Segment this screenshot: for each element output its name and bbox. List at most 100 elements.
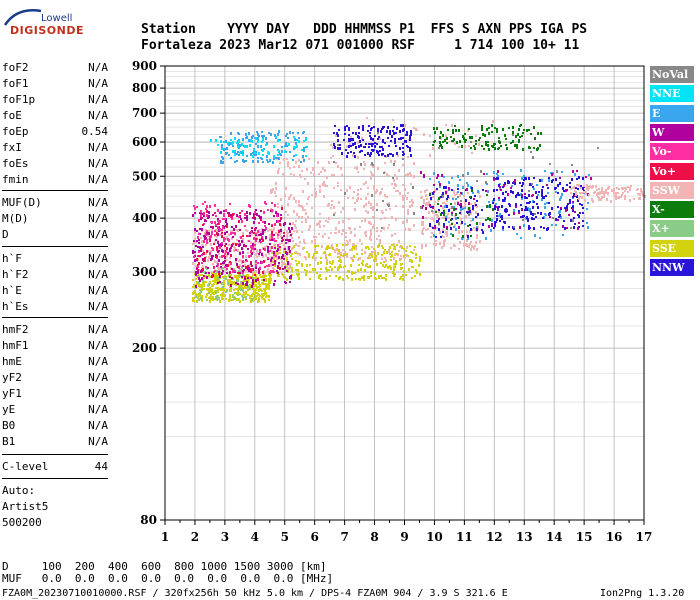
echo-point <box>396 152 398 155</box>
echo-point <box>235 284 237 286</box>
echo-point <box>437 199 439 202</box>
echo-point <box>300 205 302 207</box>
echo-point <box>394 233 396 235</box>
echo-point <box>539 144 541 147</box>
echo-point <box>212 248 214 251</box>
echo-point <box>457 184 459 187</box>
param-name: foE <box>2 109 22 122</box>
echo-point <box>496 212 498 214</box>
x-tick-label: 12 <box>486 530 503 544</box>
echo-point <box>394 174 396 176</box>
echo-point <box>466 182 468 184</box>
echo-point <box>202 203 204 205</box>
x-tick-label: 11 <box>456 530 473 544</box>
echo-point <box>331 200 333 202</box>
echo-point <box>196 258 198 260</box>
echo-point <box>393 257 395 260</box>
echo-point <box>259 274 261 276</box>
echo-point <box>231 216 233 218</box>
echo-point <box>192 243 194 245</box>
echo-point <box>256 213 258 216</box>
echo-point <box>572 201 574 203</box>
echo-point <box>255 271 257 273</box>
echo-point <box>624 195 626 198</box>
echo-point <box>371 256 373 258</box>
echo-point <box>446 198 448 200</box>
echo-point <box>420 206 422 209</box>
echo-point <box>251 294 253 297</box>
echo-point <box>571 164 573 166</box>
echo-point <box>346 155 348 158</box>
echo-point <box>434 132 436 134</box>
echo-point <box>527 219 529 222</box>
echo-point <box>368 276 370 279</box>
echo-point <box>559 214 561 217</box>
echo-point <box>291 227 293 230</box>
echo-point <box>202 224 204 226</box>
echo-point <box>497 170 499 173</box>
echo-point <box>512 134 514 136</box>
param-row: h`F N/A <box>2 251 108 267</box>
x-tick-label: 13 <box>516 530 533 544</box>
echo-point <box>226 259 228 261</box>
legend-item-nne: NNE <box>650 85 694 103</box>
echo-point <box>468 213 470 216</box>
echo-point <box>280 214 282 216</box>
echo-point <box>260 145 262 148</box>
echo-point <box>235 258 237 261</box>
param-row: foF1p N/A <box>2 92 108 108</box>
echo-point <box>194 253 196 255</box>
echo-point <box>384 257 386 259</box>
echo-point <box>470 228 472 231</box>
echo-point <box>258 300 260 302</box>
echo-point <box>237 290 239 292</box>
echo-point <box>296 263 298 266</box>
logo-digisonde-text: DIGISONDE <box>10 24 84 37</box>
echo-point <box>432 147 434 150</box>
echo-point <box>598 199 600 201</box>
echo-point <box>395 190 397 192</box>
y-tick-label: 80 <box>140 513 157 527</box>
echo-point <box>330 232 332 234</box>
echo-point <box>200 237 202 239</box>
echo-point <box>273 234 275 236</box>
echo-point <box>282 239 284 241</box>
echo-point <box>244 213 246 216</box>
echo-point <box>199 294 201 297</box>
echo-point <box>231 237 233 240</box>
echo-point <box>246 283 248 286</box>
echo-point <box>222 264 224 266</box>
echo-point <box>423 227 425 229</box>
echo-point <box>270 262 272 264</box>
echo-point <box>295 251 297 253</box>
echo-point <box>437 174 439 177</box>
echo-point <box>618 196 620 199</box>
echo-point <box>268 252 270 255</box>
echo-point <box>577 214 579 216</box>
echo-point <box>273 238 275 241</box>
echo-point <box>448 221 450 223</box>
echo-point <box>211 231 213 234</box>
echo-point <box>344 126 346 129</box>
param-value: N/A <box>88 141 108 154</box>
echo-point <box>476 222 478 225</box>
echo-point <box>202 268 204 271</box>
echo-point <box>312 256 314 259</box>
echo-point <box>266 265 268 267</box>
echo-point <box>378 275 380 278</box>
echo-point <box>595 185 597 188</box>
echo-point <box>567 203 569 205</box>
echo-point <box>370 229 372 231</box>
echo-point <box>487 144 489 147</box>
echo-point <box>298 140 300 143</box>
echo-point <box>231 282 233 285</box>
echo-point <box>220 140 222 143</box>
y-tick-label: 700 <box>132 106 157 120</box>
echo-point <box>535 216 537 218</box>
echo-point <box>545 195 547 197</box>
echo-point <box>272 229 274 231</box>
echo-point <box>439 136 441 139</box>
echo-point <box>197 269 199 271</box>
echo-point <box>429 178 431 180</box>
echo-point <box>421 221 423 224</box>
